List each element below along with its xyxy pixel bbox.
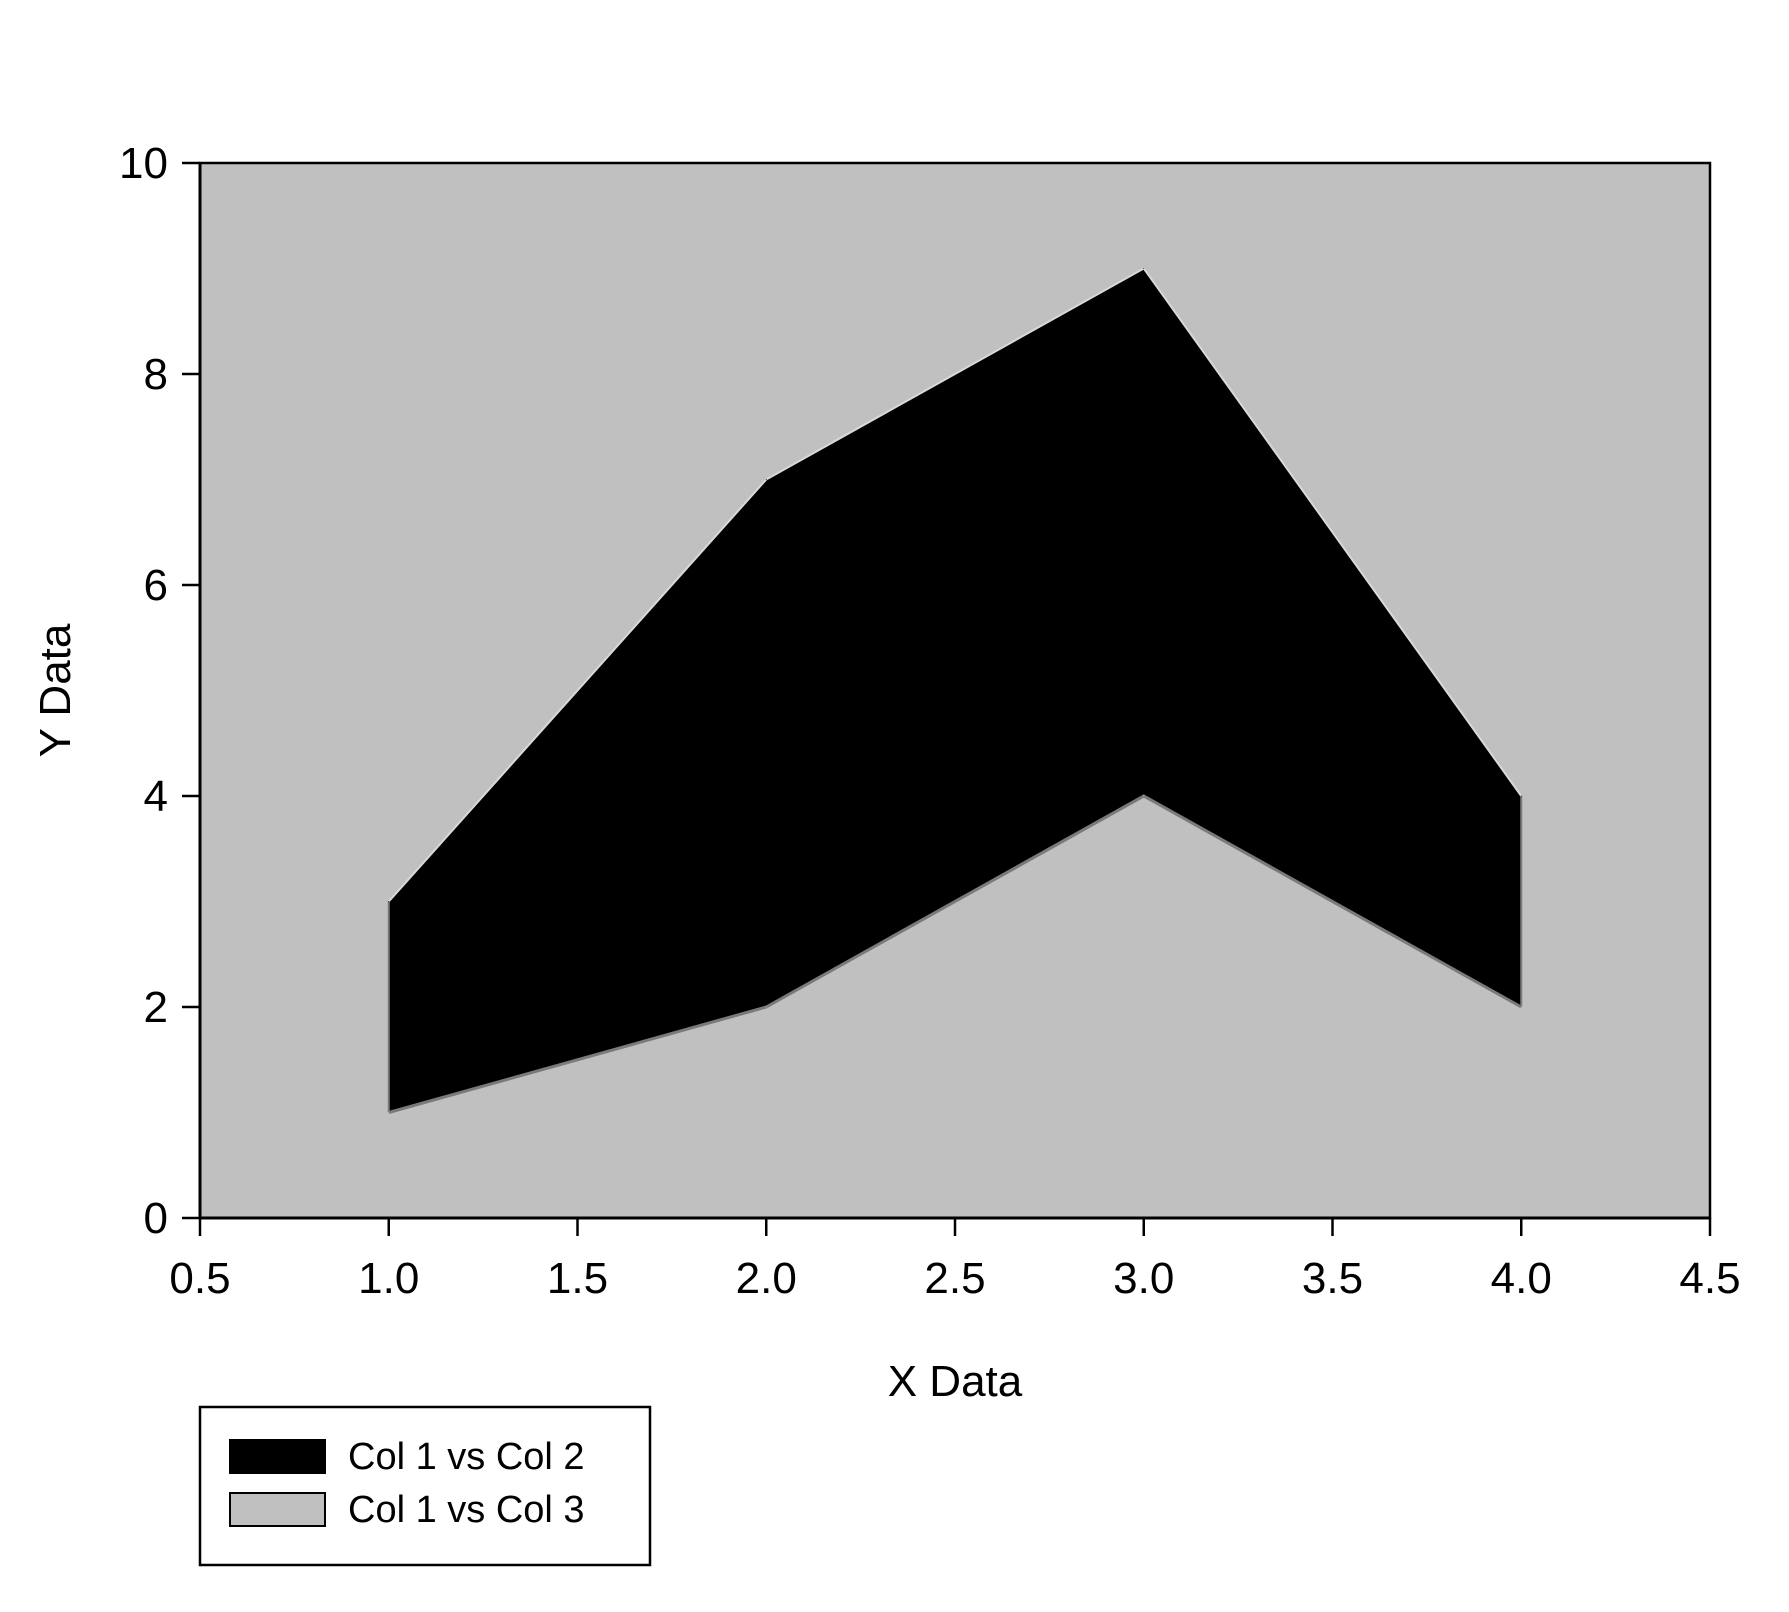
x-tick-label: 3.0 [1113, 1254, 1174, 1303]
x-tick-label: 1.5 [547, 1254, 608, 1303]
y-tick-label: 8 [144, 350, 168, 399]
series-line-col-1-vs-col-3 [388, 794, 1522, 1114]
data-point-col-1-vs-col-3 [765, 1006, 767, 1008]
x-tick-label: 2.0 [736, 1254, 797, 1303]
y-tick-label: 10 [119, 139, 168, 188]
y-axis-title: Y Data [31, 623, 80, 757]
x-tick-label: 1.0 [358, 1254, 419, 1303]
y-tick-label: 6 [144, 561, 168, 610]
legend-swatch [229, 1492, 326, 1527]
y-tick-label: 2 [144, 983, 168, 1032]
legend-label: Col 1 vs Col 3 [348, 1489, 585, 1531]
y-tick-label: 4 [144, 772, 168, 821]
data-point-col-1-vs-col-3 [1143, 795, 1145, 797]
series-area-col-1-vs-col-2 [388, 268, 1522, 1113]
x-tick-label: 0.5 [169, 1254, 230, 1303]
legend-swatch [229, 1439, 326, 1474]
series-layer [387, 267, 1523, 1218]
x-tick-label: 2.5 [924, 1254, 985, 1303]
series-line-col-1-vs-col-2 [388, 267, 1523, 903]
x-tick-label: 4.5 [1679, 1254, 1740, 1303]
series-area-col-1-vs-col-3 [388, 796, 1522, 1218]
legend-box [198, 1405, 652, 1567]
data-point-col-1-vs-col-2 [1520, 795, 1522, 797]
x-tick-label: 4.0 [1491, 1254, 1552, 1303]
data-point-col-1-vs-col-3 [1520, 1006, 1522, 1008]
data-point-col-1-vs-col-2 [765, 479, 767, 480]
x-axis-title: X Data [888, 1357, 1023, 1406]
legend: Col 1 vs Col 2 Col 1 vs Col 3 [198, 1405, 652, 1567]
data-point-col-1-vs-col-3 [388, 1112, 390, 1113]
x-axis: 0.5 1.0 1.5 2.0 2.5 3.0 3.5 4.0 4.5 [169, 1216, 1741, 1303]
legend-label: Col 1 vs Col 2 [348, 1436, 585, 1478]
data-point-col-1-vs-col-2 [388, 901, 390, 902]
y-tick-label: 0 [144, 1194, 168, 1243]
y-axis: 0 2 4 6 8 10 [119, 139, 202, 1243]
x-tick-label: 3.5 [1302, 1254, 1363, 1303]
data-point-col-1-vs-col-2 [1143, 268, 1145, 269]
